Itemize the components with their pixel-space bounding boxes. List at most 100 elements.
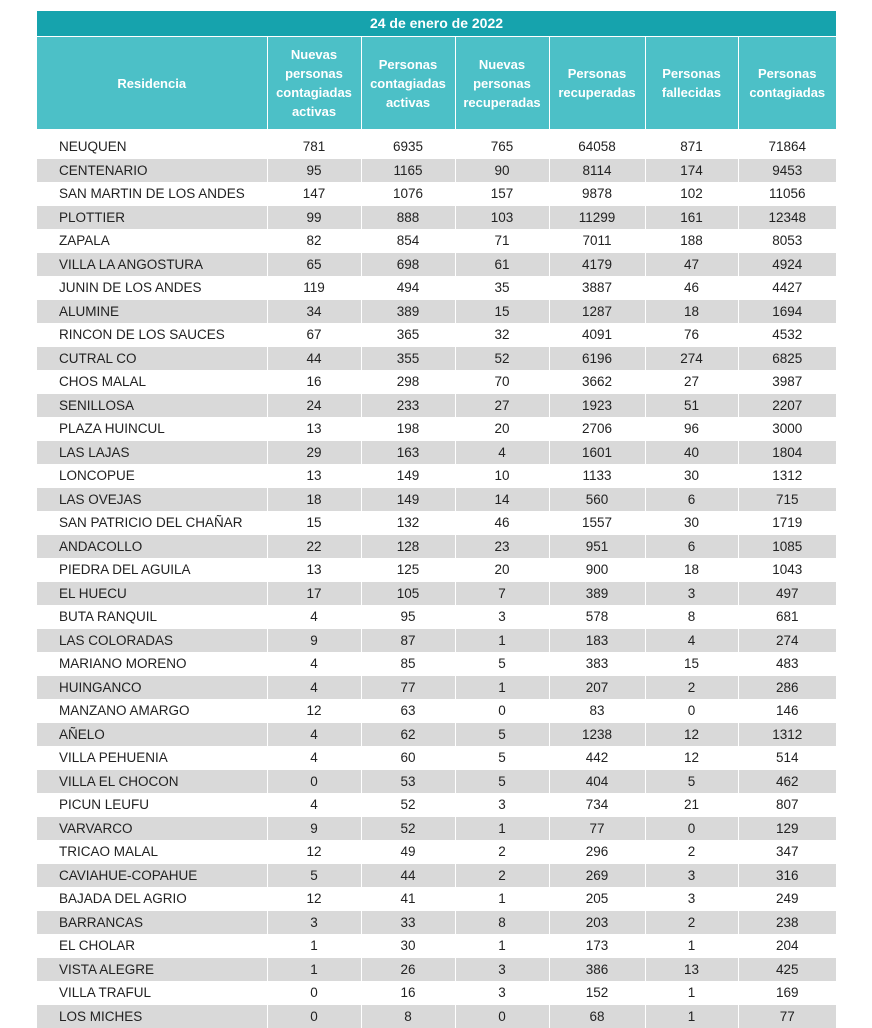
cell-fallecidas: 161 bbox=[645, 206, 738, 230]
cell-nuevas-recuperadas: 71 bbox=[455, 229, 549, 253]
cell-contagiadas-activas: 41 bbox=[361, 887, 455, 911]
cell-nuevas-recuperadas: 0 bbox=[455, 1005, 549, 1028]
cell-nuevas-recuperadas: 2 bbox=[455, 864, 549, 888]
cell-nuevas-contagiadas: 4 bbox=[267, 723, 361, 747]
cell-nuevas-contagiadas: 1 bbox=[267, 934, 361, 958]
cell-contagiadas-activas: 85 bbox=[361, 652, 455, 676]
header-row: Residencia Nuevas personas contagiadas a… bbox=[37, 37, 836, 129]
cell-contagiadas: 71864 bbox=[738, 135, 836, 159]
cell-contagiadas-activas: 63 bbox=[361, 699, 455, 723]
column-header-nuevas-contagiadas: Nuevas personas contagiadas activas bbox=[267, 37, 361, 129]
cell-nuevas-recuperadas: 765 bbox=[455, 135, 549, 159]
cell-nuevas-recuperadas: 20 bbox=[455, 417, 549, 441]
cell-contagiadas: 11056 bbox=[738, 182, 836, 206]
cell-nuevas-contagiadas: 99 bbox=[267, 206, 361, 230]
cell-recuperadas: 4179 bbox=[549, 253, 645, 277]
cell-fallecidas: 188 bbox=[645, 229, 738, 253]
cell-contagiadas: 1804 bbox=[738, 441, 836, 465]
cell-contagiadas: 9453 bbox=[738, 159, 836, 183]
cell-fallecidas: 40 bbox=[645, 441, 738, 465]
cell-contagiadas-activas: 163 bbox=[361, 441, 455, 465]
cell-recuperadas: 404 bbox=[549, 770, 645, 794]
cell-contagiadas: 3000 bbox=[738, 417, 836, 441]
cell-nuevas-contagiadas: 0 bbox=[267, 981, 361, 1005]
cell-recuperadas: 83 bbox=[549, 699, 645, 723]
cell-nuevas-contagiadas: 4 bbox=[267, 676, 361, 700]
cell-nuevas-contagiadas: 4 bbox=[267, 652, 361, 676]
cell-nuevas-contagiadas: 0 bbox=[267, 1005, 361, 1028]
cell-contagiadas: 274 bbox=[738, 629, 836, 653]
cell-residencia: VILLA LA ANGOSTURA bbox=[37, 253, 267, 277]
cell-nuevas-contagiadas: 9 bbox=[267, 817, 361, 841]
cell-residencia: LAS LAJAS bbox=[37, 441, 267, 465]
cell-nuevas-recuperadas: 61 bbox=[455, 253, 549, 277]
cell-recuperadas: 560 bbox=[549, 488, 645, 512]
cell-fallecidas: 47 bbox=[645, 253, 738, 277]
cell-nuevas-contagiadas: 95 bbox=[267, 159, 361, 183]
cell-residencia: PLOTTIER bbox=[37, 206, 267, 230]
cell-recuperadas: 7011 bbox=[549, 229, 645, 253]
cell-fallecidas: 12 bbox=[645, 723, 738, 747]
cell-residencia: VILLA EL CHOCON bbox=[37, 770, 267, 794]
cell-recuperadas: 386 bbox=[549, 958, 645, 982]
cell-residencia: ANDACOLLO bbox=[37, 535, 267, 559]
cell-fallecidas: 30 bbox=[645, 464, 738, 488]
cell-contagiadas-activas: 60 bbox=[361, 746, 455, 770]
cell-residencia: RINCON DE LOS SAUCES bbox=[37, 323, 267, 347]
cell-recuperadas: 1287 bbox=[549, 300, 645, 324]
cell-residencia: BARRANCAS bbox=[37, 911, 267, 935]
cell-fallecidas: 13 bbox=[645, 958, 738, 982]
cell-recuperadas: 6196 bbox=[549, 347, 645, 371]
cell-contagiadas: 807 bbox=[738, 793, 836, 817]
cell-contagiadas-activas: 494 bbox=[361, 276, 455, 300]
cell-residencia: CUTRAL CO bbox=[37, 347, 267, 371]
cell-nuevas-recuperadas: 157 bbox=[455, 182, 549, 206]
cell-nuevas-contagiadas: 65 bbox=[267, 253, 361, 277]
cell-fallecidas: 0 bbox=[645, 817, 738, 841]
cell-contagiadas: 681 bbox=[738, 605, 836, 629]
cell-contagiadas: 514 bbox=[738, 746, 836, 770]
cell-nuevas-recuperadas: 23 bbox=[455, 535, 549, 559]
cell-nuevas-recuperadas: 15 bbox=[455, 300, 549, 324]
cell-fallecidas: 2 bbox=[645, 840, 738, 864]
cell-contagiadas: 347 bbox=[738, 840, 836, 864]
cell-nuevas-contagiadas: 1 bbox=[267, 958, 361, 982]
cell-nuevas-recuperadas: 4 bbox=[455, 441, 549, 465]
cell-fallecidas: 3 bbox=[645, 864, 738, 888]
cell-nuevas-recuperadas: 1 bbox=[455, 629, 549, 653]
cell-recuperadas: 11299 bbox=[549, 206, 645, 230]
cell-recuperadas: 152 bbox=[549, 981, 645, 1005]
cell-nuevas-contagiadas: 3 bbox=[267, 911, 361, 935]
cell-nuevas-recuperadas: 5 bbox=[455, 652, 549, 676]
cell-residencia: BAJADA DEL AGRIO bbox=[37, 887, 267, 911]
cell-contagiadas: 249 bbox=[738, 887, 836, 911]
cell-nuevas-contagiadas: 4 bbox=[267, 746, 361, 770]
cell-contagiadas: 4924 bbox=[738, 253, 836, 277]
cell-nuevas-recuperadas: 90 bbox=[455, 159, 549, 183]
cell-nuevas-recuperadas: 1 bbox=[455, 676, 549, 700]
cell-nuevas-contagiadas: 29 bbox=[267, 441, 361, 465]
cell-nuevas-recuperadas: 3 bbox=[455, 958, 549, 982]
cell-recuperadas: 4091 bbox=[549, 323, 645, 347]
cell-fallecidas: 5 bbox=[645, 770, 738, 794]
cell-contagiadas: 497 bbox=[738, 582, 836, 606]
cell-residencia: JUNIN DE LOS ANDES bbox=[37, 276, 267, 300]
cell-contagiadas-activas: 62 bbox=[361, 723, 455, 747]
cell-contagiadas: 4427 bbox=[738, 276, 836, 300]
cell-recuperadas: 296 bbox=[549, 840, 645, 864]
cell-nuevas-contagiadas: 4 bbox=[267, 605, 361, 629]
cell-contagiadas-activas: 149 bbox=[361, 464, 455, 488]
cell-contagiadas-activas: 149 bbox=[361, 488, 455, 512]
